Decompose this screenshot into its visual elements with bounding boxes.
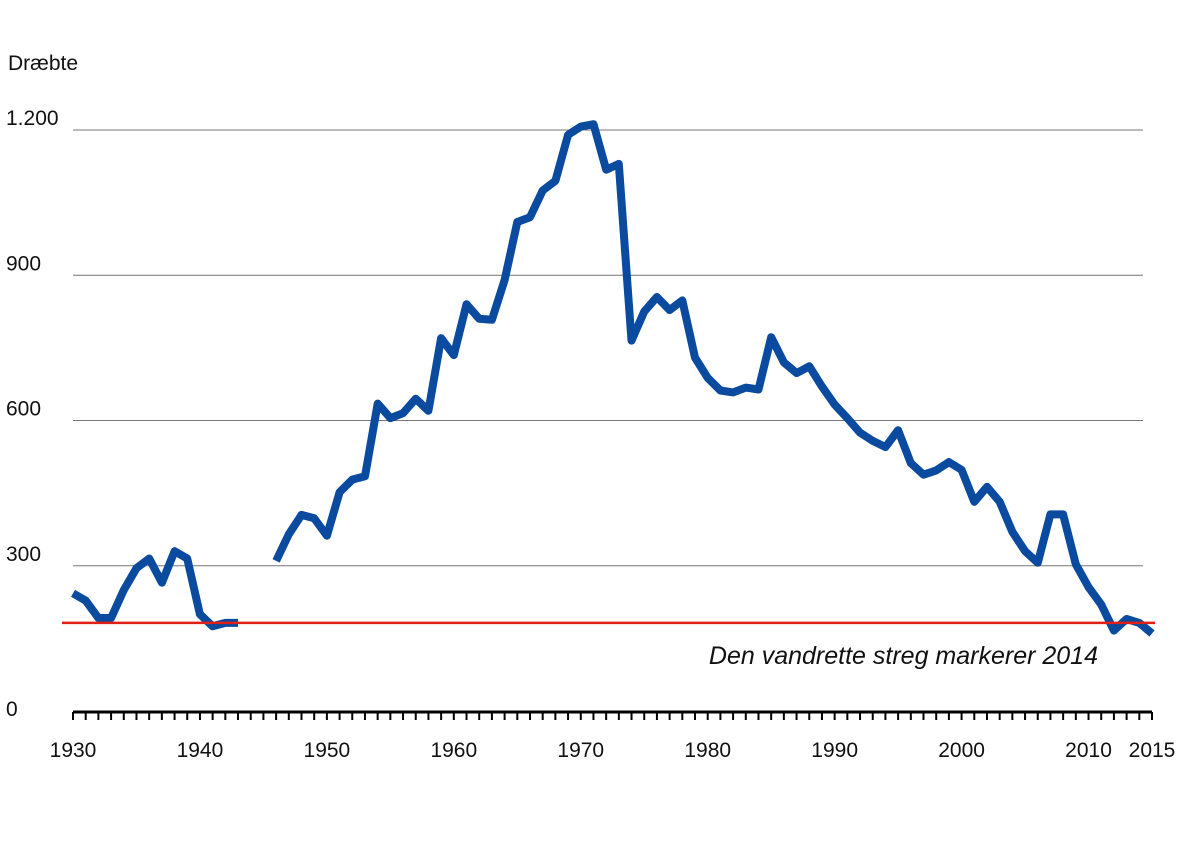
series-lines [71, 120, 1155, 637]
series-line-segment [272, 120, 1155, 637]
x-axis [72, 710, 1153, 720]
y-tick-label: 300 [6, 543, 41, 566]
x-tick-label: 1940 [177, 739, 224, 762]
series-line-segment [71, 547, 238, 631]
y-tick-label: 1.200 [6, 107, 59, 130]
y-tick-label: 600 [6, 398, 41, 421]
x-tick-label: 1980 [684, 739, 731, 762]
x-tick-label: 1960 [430, 739, 477, 762]
x-tick-label: 2010 [1065, 739, 1112, 762]
x-tick-label: 2015 [1129, 739, 1176, 762]
grid-lines [73, 129, 1143, 567]
x-tick-label: 1950 [304, 739, 351, 762]
x-tick-label: 1930 [50, 739, 97, 762]
y-axis-title: Dræbte [8, 52, 78, 75]
x-tick-label: 2000 [938, 739, 985, 762]
x-tick-label: 1970 [557, 739, 604, 762]
y-tick-label: 0 [6, 698, 18, 721]
y-tick-label: 900 [6, 252, 41, 275]
reference-line-annotation: Den vandrette streg markerer 2014 [709, 642, 1098, 670]
y-tick-labels: 0 300 600 900 1.200 [6, 107, 59, 721]
x-tick-labels: 1930 1940 1950 1960 1970 1980 1990 2000 2010 2015 [50, 739, 1176, 762]
x-tick-label: 1990 [811, 739, 858, 762]
